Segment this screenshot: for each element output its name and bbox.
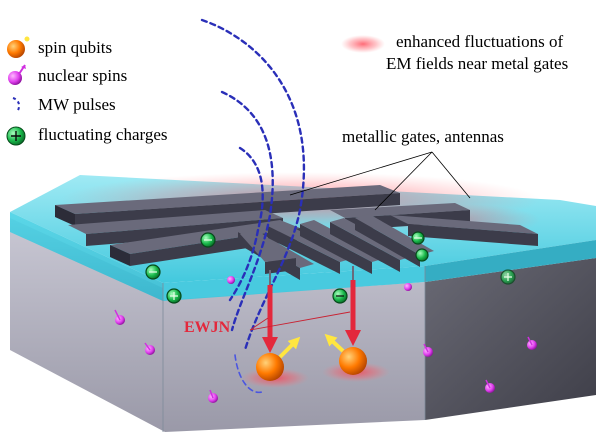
blue-layer-front [10, 212, 163, 301]
mw-pulse-arc [228, 146, 264, 302]
nuclear-spin [227, 276, 235, 284]
gates-label: metallic gates, antennas [342, 127, 504, 146]
fluctuating-charge [500, 269, 516, 285]
gate-pointer-lines [289, 151, 471, 211]
fluctuating-charge [145, 264, 161, 280]
nuclear-spin-icon [8, 64, 26, 85]
fluctuating-charge [415, 248, 429, 262]
nuclear-spin [485, 379, 495, 393]
spin-qubit-icon [7, 36, 30, 58]
gate-bar [68, 210, 283, 246]
mw-pulse-icon [12, 97, 21, 113]
ewjn-pointer-lines [249, 311, 351, 331]
em-fluctuations-label-line2: EM fields near metal gates [386, 54, 569, 73]
legend-label-fluctuating-charges: fluctuating charges [38, 125, 168, 144]
gate-finger [355, 214, 434, 267]
nuclear-spin [423, 343, 433, 357]
fluctuating-charge [411, 231, 425, 245]
nuclear-spin [114, 309, 125, 325]
em-fluctuations-label-line1: enhanced fluctuations of [396, 32, 564, 51]
blue-layer-front-2 [163, 266, 425, 301]
ewjn-arrows [249, 266, 362, 354]
gate-bar [390, 215, 538, 246]
fluctuating-charge [166, 288, 182, 304]
gate-bar [55, 185, 400, 226]
nuclear-spin [144, 342, 155, 355]
spin-qubit [256, 336, 301, 381]
mw-pulse-lower [234, 354, 263, 394]
spin-qubit [324, 333, 367, 375]
em-glow-icon [341, 35, 385, 53]
legend-label-nuclear-spins: nuclear spins [38, 66, 128, 85]
nuclear-spin [527, 336, 537, 350]
spin-qubits [241, 333, 390, 388]
mw-pulse-arc [220, 90, 274, 332]
ewjn-arrow-stub [269, 266, 354, 285]
nuclear-spin [208, 389, 218, 403]
nuclear-spins [114, 276, 537, 403]
ewjn-label: EWJN [184, 319, 231, 336]
slab-edge-lines [162, 266, 426, 432]
fluctuating-charge-icon [6, 126, 26, 146]
legend-label-mw-pulses: MW pulses [38, 95, 116, 114]
nuclear-spin [404, 283, 412, 291]
legend-label-spin-qubits: spin qubits [38, 38, 113, 57]
fluctuating-charge [200, 232, 216, 248]
metallic-gates [55, 185, 538, 280]
blue-layer-side [425, 240, 596, 282]
fluctuating-charge [332, 288, 348, 304]
fluctuating-charges [145, 231, 516, 304]
slab-side-face [425, 258, 596, 420]
legend-icons [6, 35, 385, 146]
